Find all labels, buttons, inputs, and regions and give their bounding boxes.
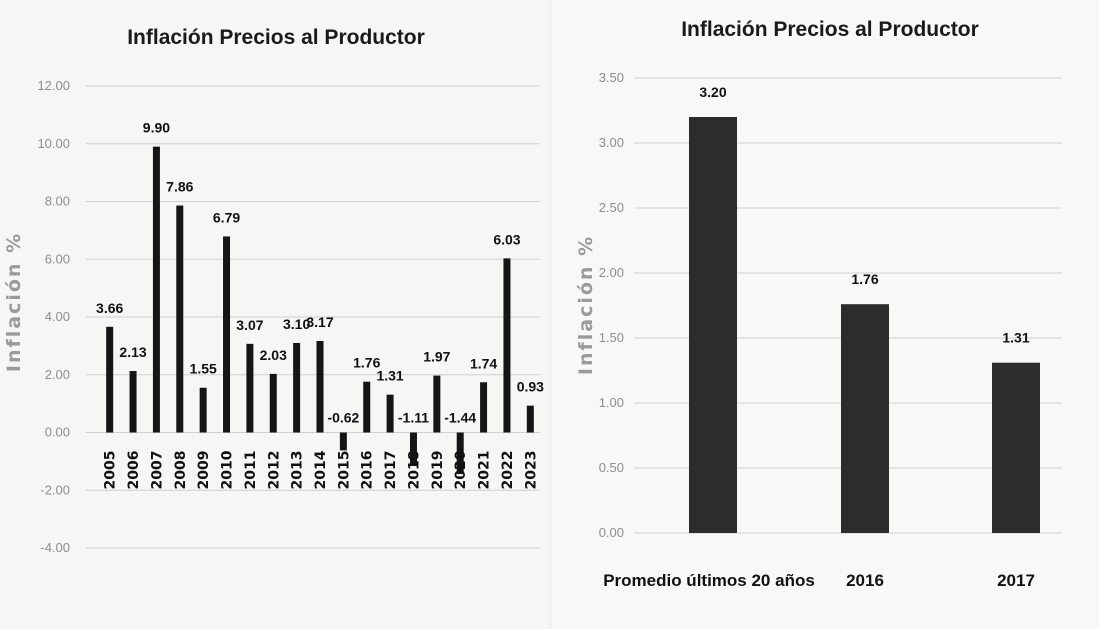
left-data-label: -0.62 <box>327 410 359 426</box>
left-data-label: 3.66 <box>96 300 123 316</box>
left-bar <box>526 405 534 433</box>
left-bar <box>316 340 324 433</box>
left-y-tick-label: 2.00 <box>45 367 70 382</box>
right-bar <box>992 362 1040 533</box>
left-bar <box>223 236 231 433</box>
left-bar <box>339 432 347 451</box>
left-bar <box>129 370 137 433</box>
right-y-tick-label: 0.50 <box>599 460 624 475</box>
left-data-label: -1.44 <box>444 410 476 426</box>
right-data-label: 3.20 <box>699 84 726 100</box>
right-chart-panel: Inflación Precios al Productor Inflación… <box>552 0 1099 629</box>
right-y-tick-label: 0.00 <box>599 525 624 540</box>
left-bar <box>503 258 511 433</box>
right-chart-title: Inflación Precios al Productor <box>681 18 979 41</box>
left-data-label: 2.13 <box>119 344 146 360</box>
left-bar <box>386 394 394 433</box>
left-category-label: 2009 <box>196 451 212 490</box>
left-category-label: 2012 <box>266 451 282 490</box>
left-category-label: 2006 <box>126 451 142 490</box>
left-category-label: 2022 <box>500 451 516 490</box>
left-bar <box>246 343 254 433</box>
left-bar <box>456 432 464 475</box>
left-category-label: 2007 <box>149 451 165 490</box>
right-y-tick-label: 1.50 <box>599 330 624 345</box>
left-data-label: 1.97 <box>423 349 450 365</box>
left-chart: Inflación Precios al Productor Inflación… <box>3 26 544 555</box>
left-category-label: 2018 <box>406 451 422 490</box>
left-bar <box>433 375 441 433</box>
right-y-tick-label: 3.00 <box>599 135 624 150</box>
left-category-label: 2023 <box>523 451 539 490</box>
left-y-tick-label: -4.00 <box>40 540 70 555</box>
left-data-label: 3.07 <box>236 317 263 333</box>
left-bar <box>363 381 371 433</box>
right-y-tick-label: 1.00 <box>599 395 624 410</box>
left-bar <box>199 387 207 433</box>
right-chart-y-axis-label: Inflación % <box>575 235 597 375</box>
left-y-tick-label: 8.00 <box>45 194 70 209</box>
left-y-tick-label: 0.00 <box>45 425 70 440</box>
left-data-label: 1.31 <box>376 368 403 384</box>
right-data-label: 1.76 <box>851 271 878 287</box>
left-category-label: 2011 <box>243 451 259 490</box>
left-y-tick-label: -2.00 <box>40 482 70 497</box>
left-data-label: 2.03 <box>260 347 287 363</box>
left-category-label: 2014 <box>313 450 329 489</box>
left-data-label: 6.03 <box>493 231 520 247</box>
left-chart-title: Inflación Precios al Productor <box>127 26 425 49</box>
right-y-tick-label: 2.00 <box>599 265 624 280</box>
left-chart-y-axis-label: Inflación % <box>3 232 25 372</box>
right-category-label: 2016 <box>846 571 884 590</box>
right-chart: Inflación Precios al Productor Inflación… <box>575 18 1062 590</box>
left-category-label: 2015 <box>336 451 352 490</box>
left-data-label: 3.10 <box>283 316 310 332</box>
left-bar <box>480 382 488 433</box>
left-category-label: 2020 <box>453 450 469 489</box>
left-data-label: -1.11 <box>398 410 429 426</box>
left-category-label: 2019 <box>430 451 446 490</box>
left-bar <box>269 373 277 433</box>
left-bar <box>176 205 184 433</box>
right-category-label: 2017 <box>997 571 1035 590</box>
left-y-tick-label: 12.00 <box>37 78 70 93</box>
left-bar <box>106 326 114 433</box>
left-category-label: 2010 <box>220 450 236 489</box>
right-data-label: 1.31 <box>1002 330 1029 346</box>
left-data-label: 9.90 <box>143 120 170 136</box>
left-category-label: 2017 <box>383 451 399 490</box>
left-category-label: 2008 <box>173 451 189 490</box>
left-data-label: 3.17 <box>306 314 333 330</box>
left-data-label: 7.86 <box>166 179 193 195</box>
right-category-label: Promedio últimos 20 años <box>603 571 815 590</box>
left-category-label: 2016 <box>360 451 376 490</box>
left-y-tick-label: 6.00 <box>45 251 70 266</box>
left-y-tick-label: 4.00 <box>45 309 70 324</box>
left-data-label: 1.55 <box>190 361 217 377</box>
left-bar <box>152 146 160 433</box>
left-category-label: 2021 <box>477 451 493 490</box>
right-bar <box>689 117 737 533</box>
right-bar <box>841 304 889 533</box>
right-y-tick-label: 2.50 <box>599 200 624 215</box>
right-y-tick-label: 3.50 <box>599 70 624 85</box>
left-category-label: 2005 <box>103 451 119 490</box>
left-data-label: 6.79 <box>213 209 240 225</box>
left-data-label: 1.74 <box>470 355 497 371</box>
left-data-label: 1.76 <box>353 355 380 371</box>
left-data-label: 0.93 <box>517 379 544 395</box>
left-y-tick-label: 10.00 <box>37 136 70 151</box>
left-category-label: 2013 <box>290 451 306 490</box>
left-chart-panel: Inflación Precios al Productor Inflación… <box>0 0 548 629</box>
left-bar <box>409 432 417 465</box>
left-bar <box>293 342 301 433</box>
